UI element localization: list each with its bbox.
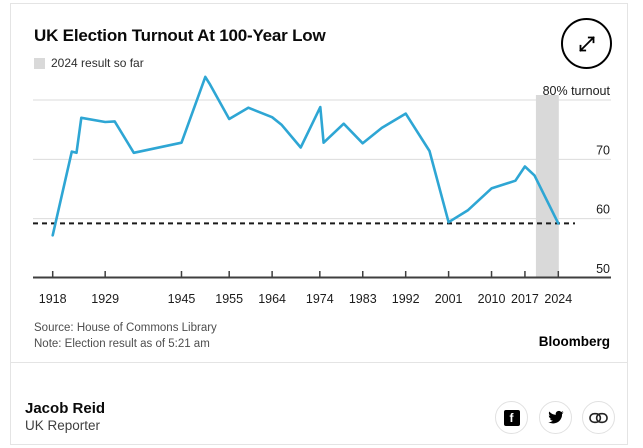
- note-text: Note: Election result as of 5:21 am: [34, 338, 210, 350]
- source-note-block: Source: House of Commons Library Note: E…: [34, 320, 217, 352]
- section-divider: [10, 362, 628, 363]
- source-text: Source: House of Commons Library: [34, 322, 217, 334]
- legend-label: 2024 result so far: [51, 56, 144, 70]
- copy-link-button[interactable]: [582, 401, 615, 434]
- chart-title: UK Election Turnout At 100-Year Low: [34, 26, 326, 45]
- facebook-share-button[interactable]: f: [495, 401, 528, 434]
- chart-legend: 2024 result so far: [34, 56, 144, 70]
- bloomberg-logo: Bloomberg: [538, 334, 610, 349]
- author-name: Jacob Reid: [25, 400, 106, 417]
- legend-swatch-icon: [34, 57, 45, 69]
- facebook-icon: f: [503, 409, 520, 426]
- link-icon: [589, 412, 608, 424]
- expand-chart-button[interactable]: [561, 18, 612, 69]
- author-role: UK Reporter: [25, 418, 101, 433]
- expand-icon: [576, 33, 598, 55]
- twitter-share-button[interactable]: [539, 401, 572, 434]
- twitter-icon: [547, 409, 564, 426]
